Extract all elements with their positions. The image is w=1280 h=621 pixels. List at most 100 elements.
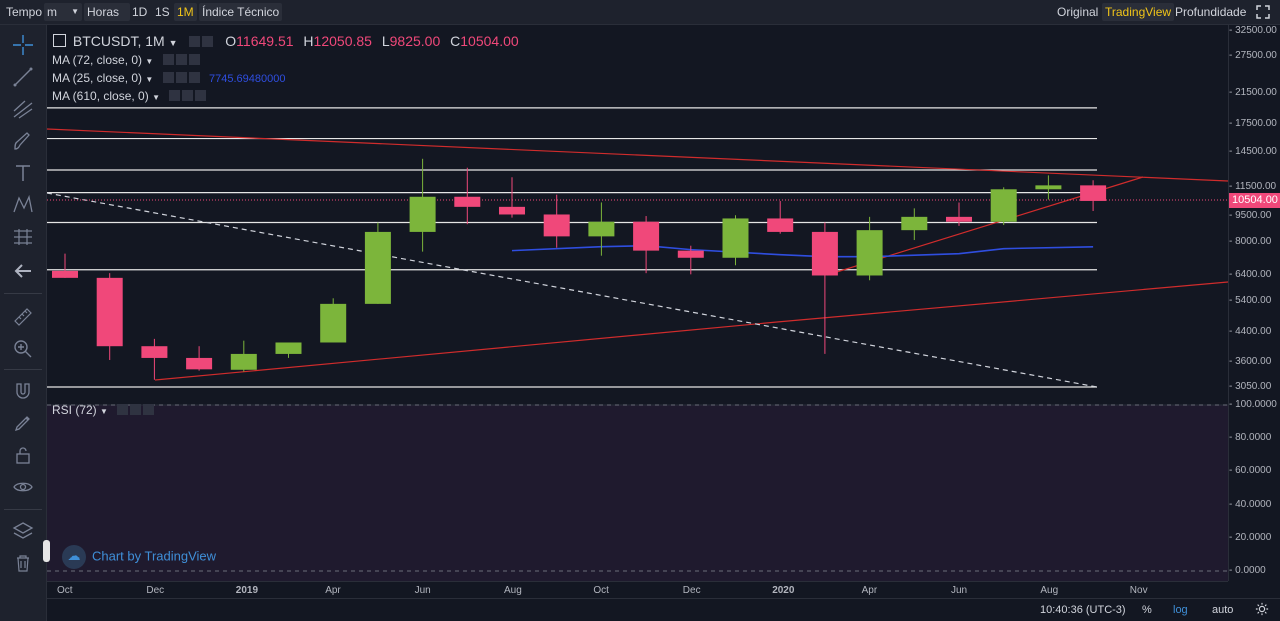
ma72-legend[interactable]: MA (72, close, 0) ▼ (52, 53, 200, 67)
price-tick-label: - 14500.00 (1229, 146, 1277, 158)
ma72-label[interactable]: MA (72, close, 0) (52, 53, 143, 67)
candle-body (901, 216, 928, 231)
candle-body (1080, 185, 1107, 201)
resistance-trendline[interactable] (47, 128, 1228, 182)
interval-select[interactable]: m ▼ (44, 3, 82, 21)
price-tick-label: - 5400.00 (1229, 295, 1272, 307)
ma610-label[interactable]: MA (610, close, 0) (52, 89, 149, 103)
settings-box-icon[interactable] (162, 72, 174, 83)
interval-1s-button[interactable]: 1S (155, 5, 170, 19)
rsi-tick-label: - 80.0000 (1229, 432, 1272, 444)
draw-mode-icon[interactable] (11, 411, 35, 435)
settings-box-icon[interactable] (117, 404, 129, 415)
close-label: C (450, 33, 461, 49)
time-tick-label: Apr (861, 585, 878, 596)
support-trendline[interactable] (154, 321, 778, 381)
crosshair-icon[interactable] (11, 33, 35, 57)
time-tick-label: Nov (1129, 585, 1148, 596)
chevron-down-icon[interactable]: ▼ (145, 57, 154, 66)
layers-icon[interactable] (11, 519, 35, 543)
rsi-tick-label: - 40.0000 (1229, 498, 1272, 510)
fib-icon[interactable] (11, 97, 35, 121)
rsi-legend[interactable]: RSI (72) ▼ (52, 403, 155, 417)
settings-box-icon[interactable] (189, 36, 201, 47)
price-axis[interactable]: - 32500.00 - 27500.00 - 21500.00 - 17500.00… (1228, 25, 1280, 581)
settings-box-icon[interactable] (169, 90, 181, 101)
time-tick-label: Dec (682, 585, 701, 596)
chevron-down-icon[interactable]: ▼ (168, 38, 178, 48)
brush-icon[interactable] (11, 129, 35, 153)
pattern-icon[interactable] (11, 193, 35, 217)
candle-body (946, 216, 972, 222)
symbol-legend: BTCUSDT, 1M ▼ O11649.51 H12050.85 L9825.… (53, 33, 519, 49)
zoom-icon[interactable] (11, 337, 35, 361)
close-box-icon[interactable] (188, 72, 200, 83)
toolbar-divider (4, 509, 42, 510)
chevron-down-icon[interactable]: ▼ (100, 407, 108, 416)
settings-box-icon[interactable] (175, 72, 187, 83)
candle-body (320, 303, 347, 343)
ma25-line (511, 244, 1094, 258)
lock-icon[interactable] (11, 443, 35, 467)
fullscreen-icon[interactable] (1252, 3, 1274, 21)
settings-box-icon[interactable] (130, 404, 142, 415)
ruler-icon[interactable] (11, 305, 35, 329)
rsi-tick-label: - 20.0000 (1229, 531, 1272, 543)
view-tradingview-button[interactable]: TradingView (1102, 3, 1175, 21)
trash-icon[interactable] (11, 551, 35, 575)
time-tick-label: Oct (57, 585, 73, 596)
settings-box-icon[interactable] (182, 90, 194, 101)
ma25-legend[interactable]: MA (25, close, 0) ▼ 7745.69480000 (52, 71, 285, 85)
ma25-label[interactable]: MA (25, close, 0) (52, 71, 143, 85)
log-toggle[interactable]: log (1173, 604, 1188, 616)
view-original-button[interactable]: Original (1057, 5, 1099, 19)
chevron-down-icon[interactable]: ▼ (152, 93, 160, 102)
price-tick-label: - 17500.00 (1229, 118, 1277, 130)
price-tick-label: - 6400.00 (1229, 269, 1272, 281)
symbol-label[interactable]: BTCUSDT, 1M (72, 33, 165, 49)
back-arrow-icon[interactable] (11, 259, 35, 283)
time-tick-label: 2020 (772, 585, 795, 596)
time-tick-label: Jun (951, 585, 968, 596)
auto-toggle[interactable]: auto (1212, 604, 1234, 616)
prediction-icon[interactable] (11, 225, 35, 249)
tradingview-watermark[interactable]: ☁ Chart by TradingView (62, 545, 216, 569)
interval-1d-button[interactable]: 1D (132, 5, 148, 19)
dashed-trendline[interactable] (47, 192, 1098, 388)
settings-box-icon[interactable] (175, 54, 187, 65)
candle-body (52, 270, 78, 278)
trend-line-icon[interactable] (11, 65, 35, 89)
settings-gear-icon[interactable] (1255, 602, 1269, 619)
view-depth-button[interactable]: Profundidade (1175, 5, 1247, 19)
ma25-value: 7745.69480000 (209, 73, 286, 85)
top-toolbar: Tempo m ▼ Horas ▼ 1D 1S 1M Índice Técnic… (0, 0, 1280, 36)
interval-1m-button[interactable]: 1M (174, 3, 197, 21)
rsi-label[interactable]: RSI (72) (52, 403, 97, 417)
time-axis[interactable]: Oct Dec 2019 Apr Jun Aug Oct Dec 2020 Apr Jun Aug No… (47, 581, 1228, 598)
magnet-icon[interactable] (11, 379, 35, 403)
close-box-icon[interactable] (143, 404, 155, 415)
time-tick-label: 2019 (235, 585, 259, 596)
time-tick-label: Aug (504, 585, 522, 596)
text-icon[interactable] (11, 161, 35, 185)
ma610-legend[interactable]: MA (610, close, 0) ▼ (52, 89, 207, 103)
price-tick-label: - 9500.00 (1229, 210, 1272, 222)
chart-area[interactable]: BTCUSDT, 1M ▼ O11649.51 H12050.85 L9825.… (47, 25, 1228, 581)
percent-toggle[interactable]: % (1142, 604, 1152, 616)
open-label: O (225, 33, 237, 49)
price-tick-label: - 27500.00 (1229, 50, 1277, 62)
support-trendline-ext[interactable] (776, 281, 1228, 323)
settings-box-icon[interactable] (162, 54, 174, 65)
scroll-handle[interactable] (43, 540, 50, 562)
chevron-down-icon[interactable]: ▼ (145, 75, 154, 84)
eye-icon[interactable] (11, 475, 35, 499)
price-chart[interactable] (47, 25, 1228, 581)
indicators-button[interactable]: Índice Técnico (199, 3, 283, 21)
settings-box-icon[interactable] (202, 36, 214, 47)
hours-select[interactable]: Horas ▼ (84, 3, 130, 36)
close-box-icon[interactable] (188, 54, 200, 65)
rsi-tick-label: - 0.0000 (1229, 565, 1266, 576)
low-label: L (381, 33, 390, 49)
candle-body (811, 231, 838, 276)
close-box-icon[interactable] (195, 90, 207, 101)
